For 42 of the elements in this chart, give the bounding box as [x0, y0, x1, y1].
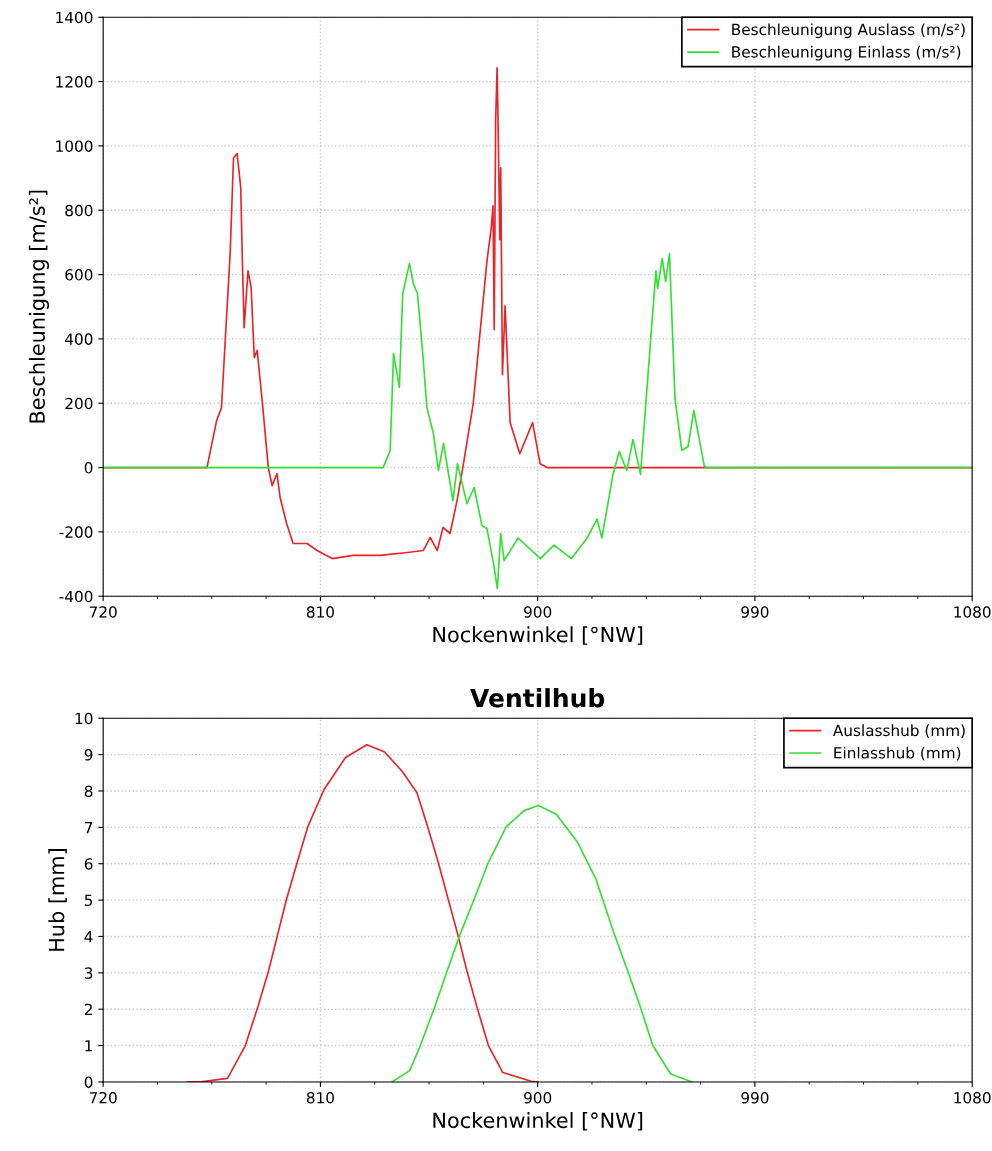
legend-label: Einlasshub (mm)	[834, 746, 961, 761]
y-tick-label: 6	[84, 858, 93, 870]
x-tick-label: 990	[741, 606, 769, 618]
y-tick-label: 8	[84, 785, 93, 797]
y-tick-label: 600	[65, 269, 93, 281]
y-tick-label: 5	[84, 894, 93, 907]
y-tick-label: 1200	[56, 76, 93, 88]
y-tick-label: -400	[59, 590, 93, 603]
y-tick-label: 0	[84, 462, 93, 474]
legend-label: Beschleunigung Auslass (m/s²)	[732, 23, 965, 39]
x-tick-label: 1080	[954, 606, 991, 618]
x-tick-label: 810	[306, 606, 334, 618]
y-tick-label: 10	[75, 712, 93, 725]
x-tick-label: 1080	[954, 1091, 991, 1104]
y-tick-label: 200	[65, 397, 93, 410]
y-axis-title: Beschleunigung [m/s²]	[28, 190, 50, 423]
y-tick-label: 4	[84, 931, 93, 943]
x-axis-title: Nockenwinkel [°NW]	[433, 1112, 643, 1131]
y-tick-label: 3	[84, 967, 93, 979]
line-series	[103, 252, 973, 590]
chart-title: Ventilhub	[470, 688, 605, 708]
y-tick-label: 1000	[56, 140, 93, 152]
y-axis-title: Hub [mm]	[48, 849, 67, 951]
y-tick-label: 800	[65, 204, 93, 217]
x-axis-title: Nockenwinkel [°NW]	[433, 626, 643, 645]
y-tick-label: 1	[85, 1040, 93, 1052]
y-tick-label: 1400	[56, 11, 93, 24]
x-tick-label: 810	[306, 1091, 334, 1104]
y-tick-label: 7	[84, 822, 93, 834]
x-tick-label: 720	[89, 1091, 117, 1104]
y-tick-label: -200	[59, 526, 93, 538]
x-tick-label: 900	[524, 606, 552, 618]
y-tick-label: 9	[84, 749, 93, 761]
legend-label: Auslasshub (mm)	[832, 724, 965, 738]
y-tick-label: 2	[84, 1003, 92, 1015]
y-tick-label: 400	[65, 333, 93, 345]
line-series	[391, 804, 693, 1082]
x-tick-label: 900	[524, 1091, 552, 1104]
y-tick-label: 0	[84, 1076, 93, 1088]
x-tick-label: 990	[741, 1091, 769, 1104]
x-tick-label: 720	[89, 606, 117, 618]
legend-label: Beschleunigung Einlass (m/s²)	[732, 45, 961, 61]
